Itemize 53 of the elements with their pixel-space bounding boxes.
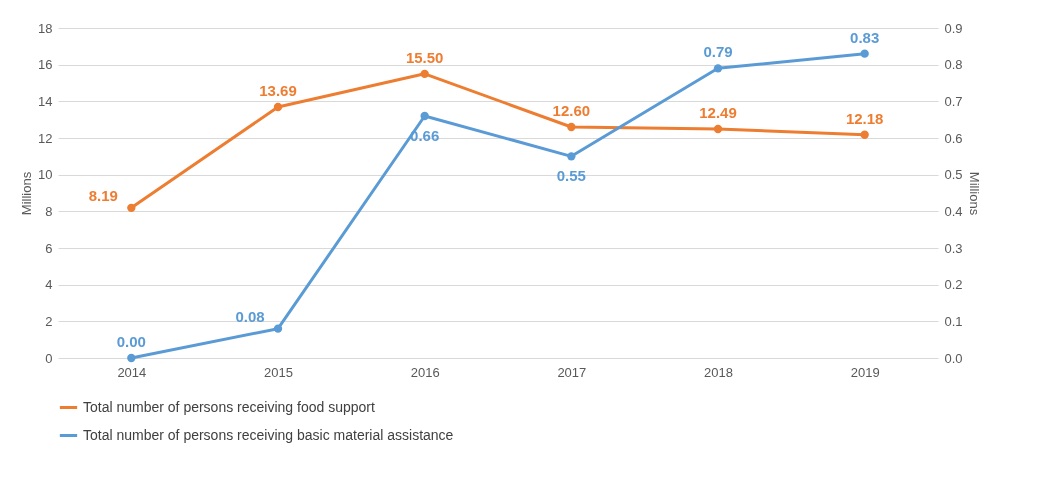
x-tick-label: 2016 [410,364,440,380]
y2-tick-label: 0.7 [944,93,963,109]
x-tick-label: 2015 [264,364,293,380]
x-tick-label: 2018 [704,364,733,380]
point [567,152,576,161]
point [127,353,136,363]
point [860,49,869,58]
y-tick-label: 16 [38,57,53,73]
y2-tick-label: 0.8 [944,57,963,73]
legend-label: Total number of persons receiving basic material assistance [83,426,454,443]
point [127,203,136,213]
point [713,64,723,73]
y2-tick-label: 0.3 [944,240,963,256]
y-tick-label: 12 [38,130,53,146]
y2-tick-label: 0.9 [944,20,963,36]
data-label: 0.79 [703,43,733,61]
y2-tick-label: 0.2 [944,277,963,293]
point [273,324,283,333]
data-label: 0.08 [235,307,265,325]
x-tick-label: 2017 [557,364,587,380]
y2-axis-title: Millions [966,171,982,216]
legend-label: Total number of persons receiving food support [83,398,375,415]
y-tick-label: 2 [45,313,53,329]
y-tick-label: 4 [45,277,53,293]
x-tick-label: 2014 [117,364,147,380]
y-tick-label: 6 [45,240,53,256]
data-label: 0.83 [850,28,880,46]
y-axis-title: Millions [19,171,35,216]
point [860,130,869,139]
data-label: 12.49 [699,104,737,122]
data-label: 12.60 [552,102,591,119]
y2-tick-label: 0.4 [944,203,963,219]
y2-tick-label: 0.6 [944,130,963,146]
y-tick-label: 10 [38,167,53,183]
y2-tick-label: 0.1 [944,313,963,329]
data-label: 12.18 [845,109,884,127]
data-label: 8.19 [88,186,118,204]
data-label: 13.69 [259,82,297,100]
y-tick-label: 8 [45,203,53,219]
data-label: 0.00 [116,333,146,350]
point [567,122,576,132]
point [713,124,723,134]
y-tick-label: 14 [38,93,53,109]
data-label: 0.55 [556,167,586,185]
point [420,69,429,79]
y-tick-label: 18 [38,20,53,36]
data-label: 15.50 [405,48,444,66]
y-tick-label: 0 [45,350,53,366]
point [420,111,429,121]
y2-tick-label: 0.5 [944,167,963,183]
point [273,102,283,112]
x-tick-label: 2019 [850,364,880,380]
y2-tick-label: 0.0 [944,350,963,366]
